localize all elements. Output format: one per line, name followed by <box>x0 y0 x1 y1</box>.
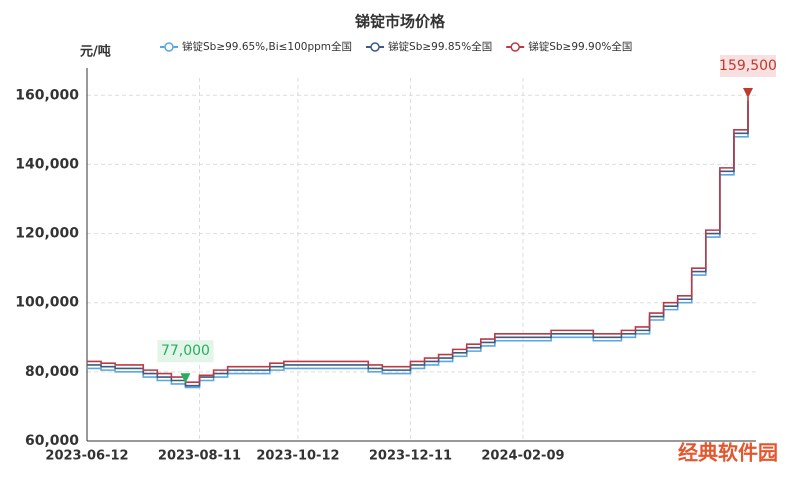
y-tick-label: 100,000 <box>15 295 79 311</box>
x-tick-label: 2024-02-09 <box>481 449 564 464</box>
series-line <box>87 100 749 387</box>
legend-label: 锑锭Sb≥99.90%全国 <box>528 40 632 53</box>
label-box <box>720 55 776 78</box>
series-line <box>87 103 749 389</box>
chart-title: 锑锭市场价格 <box>354 13 446 31</box>
label-box <box>157 340 214 363</box>
value-label: 77,000 <box>161 343 210 359</box>
y-tick-label: 140,000 <box>15 156 79 172</box>
legend-label: 锑锭Sb≥99.65%,Bi≤100ppm全国 <box>182 40 352 53</box>
value-label: 159,500 <box>719 58 777 74</box>
x-tick-label: 2023-06-12 <box>45 449 128 464</box>
y-tick-label: 160,000 <box>15 87 79 103</box>
y-axis-label: 元/吨 <box>80 44 111 60</box>
watermark: 经典软件园 <box>678 441 778 465</box>
x-tick-label: 2023-10-12 <box>256 449 339 464</box>
legend-swatch <box>510 42 520 52</box>
extreme-marker <box>743 88 753 99</box>
x-tick-label: 2023-12-11 <box>369 449 452 464</box>
legend-swatch <box>370 42 380 52</box>
y-tick-label: 80,000 <box>25 364 79 380</box>
legend-label: 锑锭Sb≥99.85%全国 <box>388 40 492 53</box>
extreme-marker <box>180 373 191 384</box>
legend-item: 锑锭Sb≥99.90%全国 <box>506 40 632 53</box>
y-tick-label: 120,000 <box>15 226 79 242</box>
x-tick-label: 2023-08-11 <box>158 449 241 464</box>
legend-item: 锑锭Sb≥99.65%,Bi≤100ppm全国 <box>160 40 352 53</box>
y-tick-label: 60,000 <box>25 433 79 449</box>
legend-item: 锑锭Sb≥99.85%全国 <box>366 40 492 53</box>
series-line <box>87 97 749 384</box>
legend-swatch <box>164 42 174 52</box>
